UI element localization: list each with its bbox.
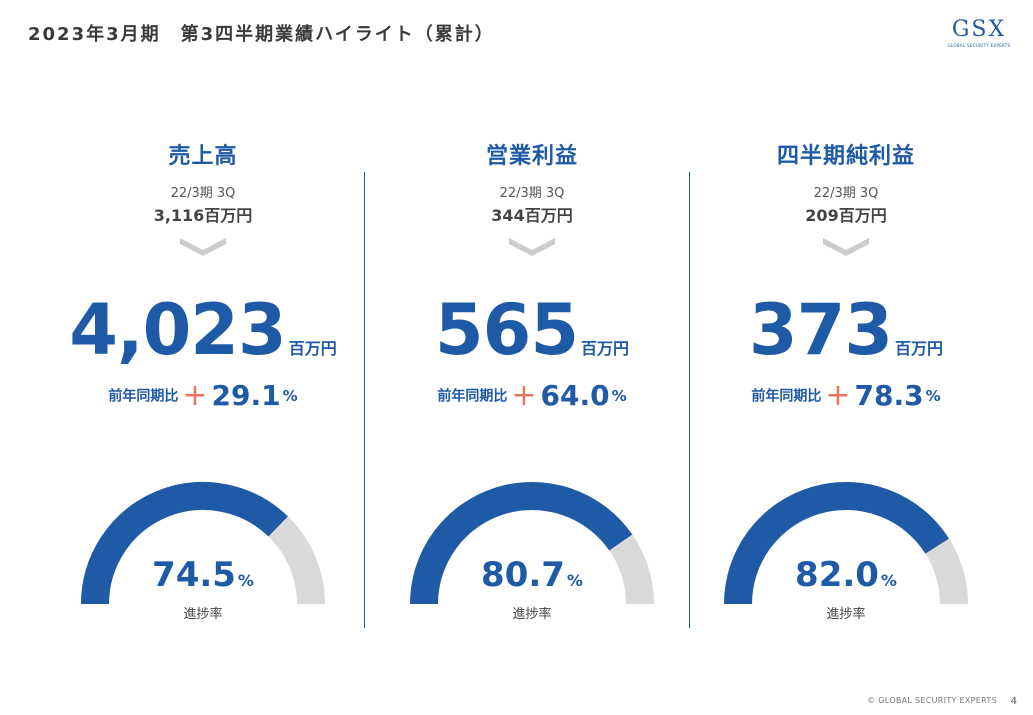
gauge-fill <box>724 482 950 604</box>
yoy-value: 29.1 <box>211 379 281 412</box>
metric-value-row: 373 百万円 <box>681 290 1011 370</box>
yoy-unit: % <box>282 386 298 405</box>
previous-period-label: 22/3期 3Q <box>499 186 565 201</box>
metric-value: 373 <box>748 289 893 371</box>
progress-value-row: 82.0% <box>681 555 1011 595</box>
chevron-down-icon <box>509 238 555 256</box>
metric-unit: 百万円 <box>581 339 630 358</box>
metric-title: 四半期純利益 <box>776 144 915 169</box>
metric-column-operating-profit: 営業利益 22/3期 3Q 344百万円 565 百万円 前年同期比 +64.0% … <box>367 0 697 715</box>
page-number: 4 <box>1010 696 1017 707</box>
progress-label: 進捗率 <box>183 607 223 622</box>
progress-unit: % <box>566 571 583 590</box>
metric-unit: 百万円 <box>895 339 944 358</box>
yoy-plus-sign: + <box>825 378 851 413</box>
yoy-unit: % <box>611 386 627 405</box>
company-logo: GSX GLOBAL SECURITY EXPERTS <box>943 17 1015 49</box>
progress-value-row: 74.5% <box>38 555 368 595</box>
logo-subtext: GLOBAL SECURITY EXPERTS <box>947 43 1011 48</box>
copyright-text: © GLOBAL SECURITY EXPERTS <box>867 696 997 705</box>
previous-period-label: 22/3期 3Q <box>170 186 236 201</box>
previous-period-label: 22/3期 3Q <box>813 186 879 201</box>
logo-text: GSX <box>951 17 1007 42</box>
progress-gauge <box>410 482 654 604</box>
previous-period-value: 3,116百万円 <box>153 206 253 225</box>
chevron-down-icon <box>823 238 869 256</box>
progress-label: 進捗率 <box>826 607 866 622</box>
progress-value: 74.5 <box>152 555 236 595</box>
yoy-label: 前年同期比 <box>108 388 179 405</box>
gauge-fill <box>410 482 633 604</box>
column-divider <box>364 172 365 628</box>
page-title: 2023年3月期 第3四半期業績ハイライト（累計） <box>28 24 495 45</box>
yoy-plus-sign: + <box>511 378 537 413</box>
metric-column-sales: 売上高 22/3期 3Q 3,116百万円 4,023 百万円 前年同期比 +29.… <box>38 0 368 715</box>
yoy-row: 前年同期比 +64.0% <box>367 378 697 413</box>
metric-value-row: 4,023 百万円 <box>38 290 368 370</box>
yoy-plus-sign: + <box>182 378 208 413</box>
progress-value: 80.7 <box>481 555 565 595</box>
yoy-value: 78.3 <box>854 379 924 412</box>
metric-value: 4,023 <box>69 289 286 371</box>
metric-value-row: 565 百万円 <box>367 290 697 370</box>
progress-gauge <box>81 482 325 604</box>
yoy-value: 64.0 <box>540 379 610 412</box>
yoy-row: 前年同期比 +78.3% <box>681 378 1011 413</box>
chevron-down-icon <box>180 238 226 256</box>
metric-title: 売上高 <box>168 144 238 169</box>
progress-gauge <box>724 482 968 604</box>
progress-label: 進捗率 <box>512 607 552 622</box>
progress-value: 82.0 <box>795 555 879 595</box>
progress-unit: % <box>237 571 254 590</box>
progress-unit: % <box>880 571 897 590</box>
previous-period-value: 344百万円 <box>491 206 573 225</box>
yoy-label: 前年同期比 <box>437 388 508 405</box>
gauge-fill <box>81 482 288 604</box>
progress-value-row: 80.7% <box>367 555 697 595</box>
metric-unit: 百万円 <box>288 339 337 358</box>
yoy-unit: % <box>925 386 941 405</box>
metric-column-net-income: 四半期純利益 22/3期 3Q 209百万円 373 百万円 前年同期比 +78.3… <box>681 0 1011 715</box>
metric-title: 営業利益 <box>485 144 578 169</box>
previous-period-value: 209百万円 <box>805 206 887 225</box>
yoy-label: 前年同期比 <box>751 388 822 405</box>
column-divider <box>689 172 690 628</box>
yoy-row: 前年同期比 +29.1% <box>38 378 368 413</box>
metric-value: 565 <box>434 289 579 371</box>
